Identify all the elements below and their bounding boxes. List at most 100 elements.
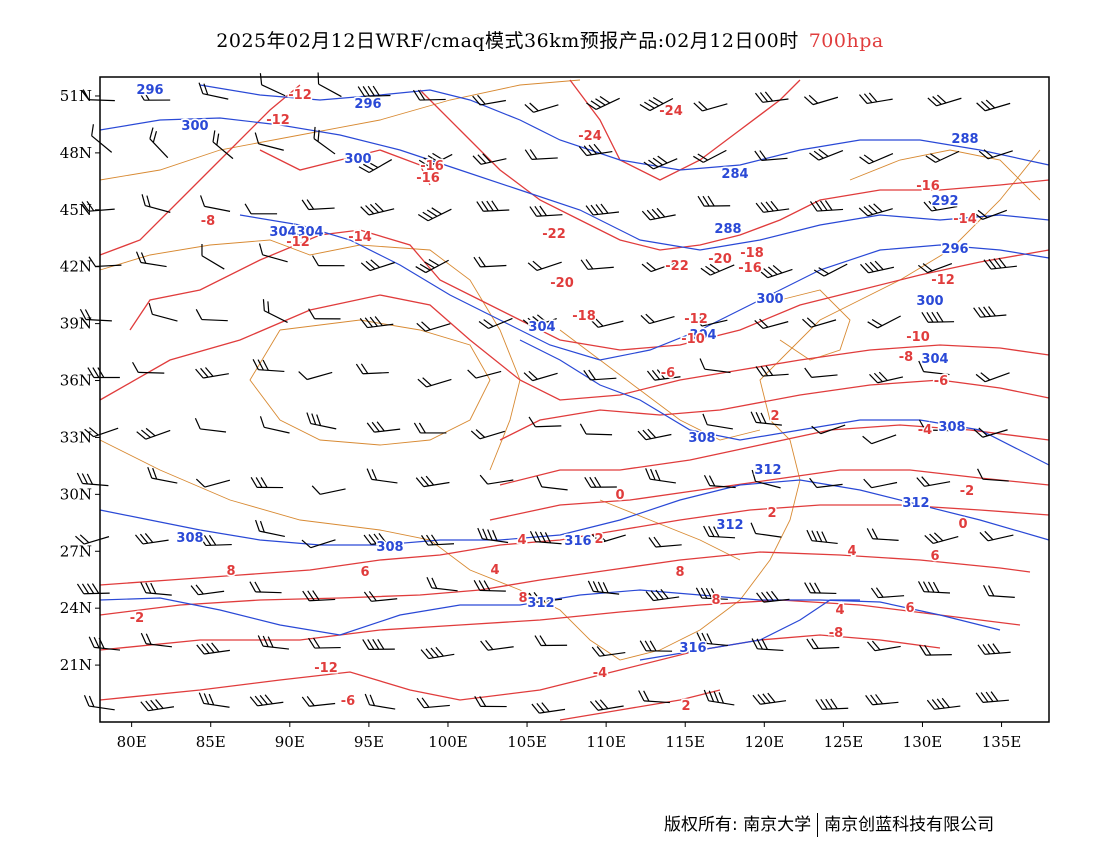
lon-tick-label: 80E xyxy=(117,733,147,751)
wind-barb-icon xyxy=(198,534,232,547)
lat-tick-label: 27N xyxy=(60,542,92,560)
axis-ticks: 51N 48N 45N 42N 39N 36N 33N 30N 27N 24N 21N 80E 85E 9… xyxy=(60,87,1022,751)
map-frame xyxy=(99,76,1050,723)
wind-barb-icon xyxy=(195,367,229,379)
wind-barb-icon xyxy=(212,130,234,160)
border-line xyxy=(779,289,851,361)
temperature-contour-label: 8 xyxy=(518,591,527,606)
lat-tick-label: 33N xyxy=(60,428,92,446)
wind-barb-icon xyxy=(755,365,789,377)
height-contour-label: 304 xyxy=(528,320,555,335)
wind-barb-icon xyxy=(584,476,617,488)
lon-tick-label: 110E xyxy=(586,733,626,751)
temperature-contour-line xyxy=(419,89,1050,251)
wind-barb-icon xyxy=(804,367,838,378)
temperature-contour-line xyxy=(259,149,431,186)
lat-tick-label: 48N xyxy=(60,144,92,162)
wind-barb-icon xyxy=(528,416,562,428)
lat-tick-label: 36N xyxy=(60,372,92,390)
lon-tick-label: 125E xyxy=(824,733,864,751)
temperature-contour-label: -16 xyxy=(420,159,444,174)
wind-barb-icon xyxy=(195,478,231,488)
temperature-contour-label: 2 xyxy=(681,699,690,714)
wind-barb-icon xyxy=(148,302,178,322)
wind-barb-icon xyxy=(638,690,670,704)
wind-barb-icon xyxy=(860,260,895,274)
wind-barb-icon xyxy=(531,702,566,714)
wind-barb-icon xyxy=(754,318,789,330)
temperature-contour-label: -20 xyxy=(550,276,574,291)
wind-barb-icon xyxy=(693,316,728,327)
wind-barb-icon xyxy=(696,632,728,647)
wind-barb-icon xyxy=(317,72,342,98)
wind-barb-icon xyxy=(754,91,789,103)
wind-barb-icon xyxy=(417,377,452,388)
temperature-contour-label: -2 xyxy=(960,484,974,499)
wind-barb-icon xyxy=(536,475,568,491)
wind-barb-icon xyxy=(75,534,110,545)
lat-tick-label: 30N xyxy=(60,485,92,503)
wind-barb-icon xyxy=(359,316,394,329)
wind-barb-icon xyxy=(76,583,110,595)
wind-barb-icon xyxy=(201,244,225,270)
wind-barb-icon xyxy=(149,127,169,159)
wind-barb-icon xyxy=(523,370,558,382)
wind-barb-icon xyxy=(480,640,514,651)
wind-barb-icon xyxy=(589,317,624,328)
wind-barb-icon xyxy=(472,94,506,106)
lon-tick-label: 105E xyxy=(507,733,547,751)
wind-barb-icon xyxy=(360,259,395,272)
temperature-contour-label: 6 xyxy=(360,565,369,580)
border-line xyxy=(99,239,521,471)
temperature-contour-line xyxy=(99,504,1050,586)
wind-barb-icon xyxy=(524,149,558,160)
height-contour-label: 312 xyxy=(754,463,781,478)
wind-barb-icon xyxy=(978,149,1013,160)
temperature-contour-label: -12 xyxy=(266,113,290,128)
wind-barb-icon xyxy=(806,638,840,650)
wind-barb-icon xyxy=(804,582,837,595)
wind-barb-icon xyxy=(809,477,843,489)
wind-barb-icon xyxy=(639,97,674,112)
wind-barb-icon xyxy=(479,474,514,485)
wind-barb-icon xyxy=(84,427,119,438)
wind-barb-icon xyxy=(702,413,733,430)
footer-separator xyxy=(817,813,819,837)
height-contour-label: 308 xyxy=(938,420,965,435)
wind-barb-icon xyxy=(752,692,787,705)
wind-barb-icon xyxy=(700,263,735,276)
wind-barb-icon xyxy=(140,581,172,596)
wind-barb-icon xyxy=(249,694,284,707)
height-contour-line xyxy=(99,479,1050,546)
temperature-contour-line xyxy=(499,379,1050,441)
pressure-level-label: 700hpa xyxy=(808,30,884,52)
wind-barb-icon xyxy=(591,646,626,657)
temperature-contour-line xyxy=(129,229,1050,351)
wind-barb-icon xyxy=(529,205,563,217)
wind-barb-icon xyxy=(534,635,568,647)
wind-barb-icon xyxy=(137,89,171,101)
temperature-contour-label: 2 xyxy=(767,506,776,521)
temperature-contour-label: 8 xyxy=(711,593,720,608)
wind-barb-icon xyxy=(302,590,336,602)
wind-barb-icon xyxy=(859,153,894,165)
temperature-contour-label: 4 xyxy=(847,544,856,559)
wind-barb-icon xyxy=(751,469,781,489)
temperature-contour-label: -8 xyxy=(899,350,913,365)
wind-barb-icon xyxy=(697,195,731,207)
wind-barb-icon xyxy=(527,260,562,271)
height-contour-label: 308 xyxy=(688,431,715,446)
temperature-contour-label: -6 xyxy=(934,374,948,389)
height-contour-label: 304 xyxy=(921,352,948,367)
wind-barb-icon xyxy=(865,694,899,706)
border-line xyxy=(849,149,1041,201)
height-contour-label: 308 xyxy=(376,540,403,555)
wind-barb-icon xyxy=(809,200,844,212)
wind-barb-icon xyxy=(249,581,282,594)
temperature-contour-label: -24 xyxy=(578,129,602,144)
wind-barb-icon xyxy=(262,299,288,323)
wind-barb-icon xyxy=(413,422,447,434)
wind-barb-icon xyxy=(648,536,682,548)
